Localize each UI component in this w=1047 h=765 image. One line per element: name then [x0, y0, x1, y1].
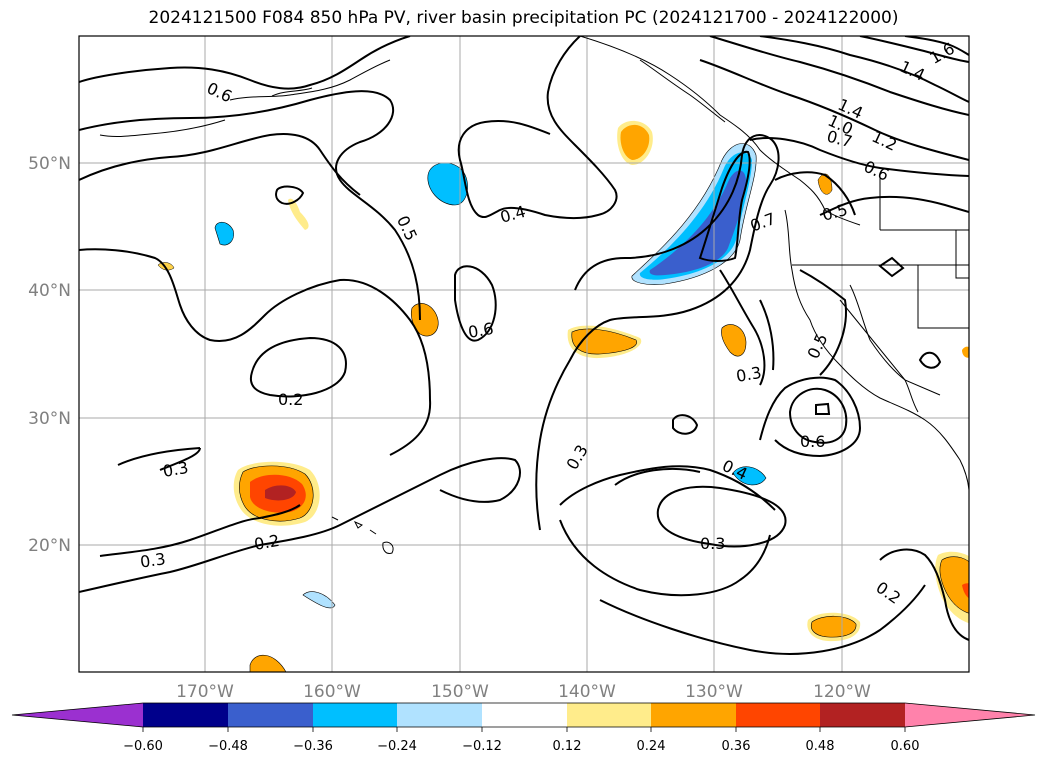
lon-label: 150°W [431, 682, 489, 702]
graticule [79, 36, 969, 672]
map-frame [78, 35, 970, 673]
colorbar-tick-label: −0.12 [462, 739, 502, 754]
lat-label: 40°N [28, 281, 71, 301]
colorbar-tick-label: 0.36 [722, 739, 751, 754]
contour-label: 0.6 [800, 432, 825, 451]
colorbar: −0.60 −0.48 −0.36 −0.24 −0.12 0.12 0.24 … [11, 702, 1036, 754]
colorbar-ticks [142, 727, 906, 732]
coastlines [99, 36, 969, 491]
longitude-labels: 170°W 160°W 150°W 140°W 130°W 120°W [176, 682, 871, 702]
contour-label: 0.6 [467, 319, 495, 342]
hawaiian-islands [331, 516, 394, 554]
map-area [79, 36, 969, 672]
contour-label: 0.3 [139, 549, 167, 571]
contour-label: 0.3 [161, 458, 189, 481]
colorbar-tick-label: −0.48 [208, 739, 248, 754]
colorbar-tick-label: −0.24 [377, 739, 417, 754]
contour-label: 0.2 [278, 390, 303, 409]
lat-label: 50°N [28, 154, 71, 174]
pv-contours [79, 36, 969, 655]
colorbar-left-extension [12, 703, 143, 727]
colorbar-right-extension [905, 703, 1035, 727]
colorbar-segment [567, 703, 651, 727]
colorbar-segment [820, 703, 905, 727]
colorbar-segment [482, 703, 567, 727]
colorbar-segment [228, 703, 313, 727]
colorbar-tick-label: 0.24 [637, 739, 666, 754]
latitude-labels: 50°N 40°N 30°N 20°N [28, 154, 71, 556]
lon-label: 140°W [558, 682, 616, 702]
colorbar-tick-label: 0.12 [553, 739, 582, 754]
colorbar-segment [397, 703, 482, 727]
map-title: 2024121500 F084 850 hPa PV, river basin … [148, 8, 899, 28]
lon-label: 130°W [685, 682, 743, 702]
contour-label: 0.3 [735, 363, 763, 386]
lat-label: 20°N [28, 536, 71, 556]
lon-label: 160°W [303, 682, 361, 702]
lon-label: 170°W [176, 682, 234, 702]
colorbar-tick-label: 0.48 [806, 739, 835, 754]
colorbar-tick-label: 0.60 [891, 739, 920, 754]
colorbar-segment [651, 703, 736, 727]
contour-label: 0.3 [700, 534, 725, 553]
colorbar-tick-label: −0.36 [293, 739, 333, 754]
colorbar-segment [736, 703, 820, 727]
colorbar-segment [143, 703, 228, 727]
contour-label: 0.2 [253, 531, 281, 554]
lat-label: 30°N [28, 409, 71, 429]
colorbar-segment [313, 703, 397, 727]
lon-label: 120°W [813, 682, 871, 702]
colorbar-tick-label: −0.60 [123, 739, 163, 754]
